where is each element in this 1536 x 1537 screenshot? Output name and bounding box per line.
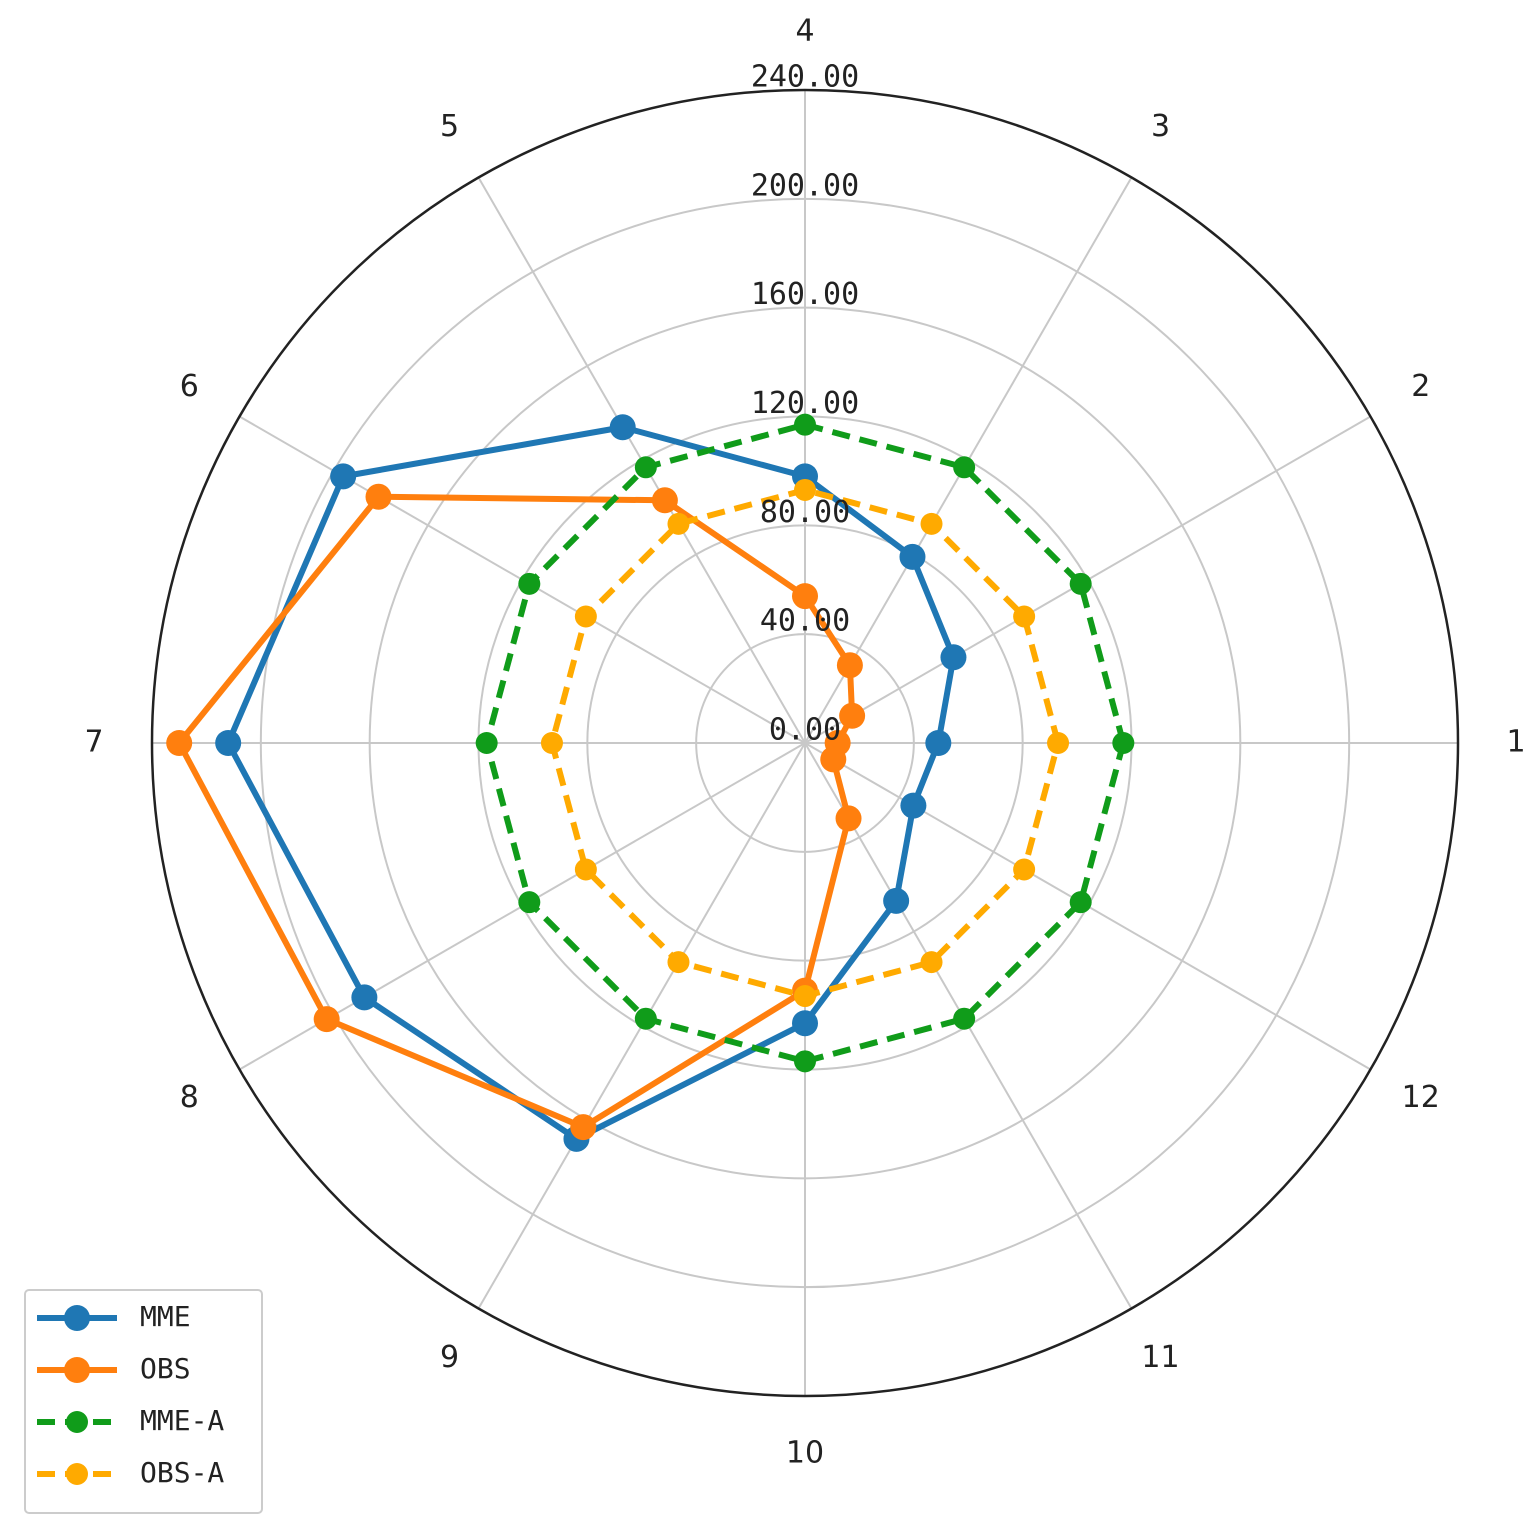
marker: [1069, 572, 1092, 595]
marker: [651, 487, 678, 514]
outer-ring: [150, 88, 1460, 1398]
marker: [330, 463, 357, 490]
marker: [836, 652, 863, 679]
legend-label: OBS-A: [140, 1456, 224, 1489]
marker: [574, 858, 597, 881]
legend-marker: [64, 1357, 90, 1383]
legend-marker: [64, 1305, 90, 1331]
marker: [166, 730, 193, 756]
marker: [570, 1114, 597, 1141]
y-tick-label: 40.00: [760, 604, 850, 639]
y-tick-label: 240.00: [751, 60, 859, 95]
category-label: 7: [84, 725, 103, 760]
legend-label: MME: [140, 1300, 191, 1333]
marker: [351, 984, 378, 1011]
marker: [1069, 891, 1092, 914]
y-tick-label: 80.00: [760, 495, 850, 530]
category-label: 2: [1411, 369, 1430, 404]
y-tick-label: 0.00: [769, 713, 841, 748]
marker: [900, 792, 927, 819]
category-label: 1: [1506, 725, 1525, 760]
marker: [953, 1007, 976, 1030]
legend-label: MME-A: [140, 1404, 224, 1437]
marker: [313, 1006, 340, 1033]
category-label: 6: [180, 369, 199, 404]
marker: [365, 483, 392, 510]
grid-ring: [695, 633, 915, 853]
marker: [1013, 858, 1036, 881]
marker: [574, 605, 597, 628]
marker: [794, 478, 816, 501]
marker: [953, 456, 976, 479]
marker: [540, 732, 563, 754]
marker: [920, 512, 943, 535]
category-label: 9: [440, 1340, 459, 1375]
category-label: 4: [795, 14, 814, 49]
marker: [792, 1010, 818, 1037]
marker: [792, 583, 818, 610]
marker: [794, 1050, 816, 1073]
marker: [634, 1007, 657, 1030]
category-label: 3: [1151, 109, 1170, 144]
marker: [667, 512, 690, 535]
marker: [920, 951, 943, 974]
category-label: 5: [440, 109, 459, 144]
marker: [1013, 605, 1036, 628]
legend-marker: [66, 1463, 88, 1485]
marker: [1112, 732, 1135, 754]
legend-marker: [66, 1411, 88, 1433]
marker: [794, 985, 816, 1008]
category-label: 11: [1141, 1340, 1179, 1375]
grid-ring: [368, 306, 1242, 1180]
marker: [518, 572, 541, 595]
legend-box: [24, 1289, 263, 1514]
y-tick-label: 200.00: [751, 168, 859, 203]
marker: [794, 413, 816, 436]
marker: [667, 951, 690, 974]
y-tick-label: 120.00: [751, 386, 859, 421]
marker: [609, 414, 636, 441]
marker: [925, 730, 952, 756]
category-label: 8: [180, 1080, 199, 1115]
category-label: 12: [1402, 1080, 1440, 1115]
marker: [518, 891, 541, 914]
marker: [820, 746, 847, 773]
marker: [940, 644, 967, 671]
marker: [835, 805, 862, 832]
marker: [215, 730, 242, 756]
marker: [475, 732, 498, 754]
marker: [899, 543, 926, 570]
grid-ring: [259, 197, 1351, 1289]
marker: [1047, 732, 1070, 754]
grid-ring: [586, 524, 1024, 962]
legend-label: OBS: [140, 1352, 191, 1385]
marker: [883, 887, 910, 914]
category-label: 10: [786, 1436, 824, 1471]
marker: [634, 456, 657, 479]
y-tick-label: 160.00: [751, 277, 859, 312]
marker: [839, 702, 866, 729]
